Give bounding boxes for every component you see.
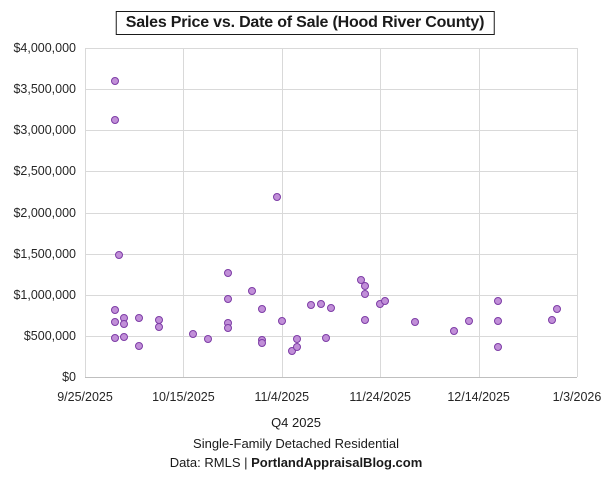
data-point <box>110 333 119 342</box>
y-gridline <box>85 212 577 214</box>
x-axis-title: Q4 2025 <box>271 415 321 430</box>
y-gridline <box>85 171 577 173</box>
data-point <box>322 333 331 342</box>
chart-subtitle: Single-Family Detached Residential <box>193 436 399 451</box>
data-point <box>223 294 232 303</box>
x-tick-label: 11/24/2025 <box>349 390 411 404</box>
data-point <box>361 281 370 290</box>
data-point <box>361 316 370 325</box>
y-gridline <box>85 377 577 378</box>
data-source-prefix: Data: RMLS | <box>169 455 252 470</box>
data-point <box>258 305 267 314</box>
data-point <box>292 334 301 343</box>
data-point <box>135 342 144 351</box>
data-point <box>548 315 557 324</box>
y-tick-label: $3,000,000 <box>13 123 76 138</box>
x-tick-label: 12/14/2025 <box>447 390 510 404</box>
chart-title: Sales Price vs. Date of Sale (Hood River… <box>115 11 495 35</box>
x-tick-label: 11/4/2025 <box>254 390 310 404</box>
data-point <box>120 319 129 328</box>
data-point <box>410 318 419 327</box>
y-tick-label: $2,500,000 <box>13 164 76 179</box>
y-gridline <box>85 294 577 296</box>
y-tick-label: $0 <box>62 370 76 384</box>
data-point <box>115 251 124 260</box>
y-gridline <box>85 253 577 255</box>
y-tick-label: $1,500,000 <box>13 246 76 261</box>
data-point <box>450 326 458 335</box>
x-tick-label: 9/25/2025 <box>57 390 113 404</box>
y-tick-label: $500,000 <box>23 328 76 343</box>
y-gridline <box>85 48 577 49</box>
x-gridline <box>85 48 86 377</box>
data-point <box>258 338 267 347</box>
data-point <box>381 296 390 305</box>
y-gridline <box>85 335 577 337</box>
data-point <box>110 116 119 125</box>
data-point <box>110 305 119 314</box>
x-tick-label: 10/15/2025 <box>152 390 215 404</box>
data-point <box>464 316 473 325</box>
x-gridline <box>380 48 382 377</box>
data-point <box>223 268 232 277</box>
data-point <box>327 303 335 312</box>
data-source-blog: PortlandAppraisalBlog.com <box>251 455 423 470</box>
y-tick-label: $3,500,000 <box>13 82 76 97</box>
data-point <box>307 301 316 310</box>
data-point <box>110 318 119 327</box>
data-point <box>135 314 144 323</box>
x-gridline <box>281 48 283 377</box>
data-point <box>494 296 503 305</box>
data-point <box>356 276 365 285</box>
data-point <box>110 76 119 85</box>
data-point <box>248 287 257 296</box>
x-gridline <box>577 48 578 377</box>
data-point <box>154 322 163 331</box>
data-point <box>494 343 503 352</box>
data-point <box>361 289 370 298</box>
y-tick-label: $2,000,000 <box>13 205 76 220</box>
data-point <box>204 335 212 344</box>
data-point <box>317 299 326 308</box>
data-point <box>292 343 301 352</box>
y-tick-label: $1,000,000 <box>13 287 76 302</box>
y-gridline <box>85 89 577 91</box>
x-gridline <box>478 48 480 377</box>
y-gridline <box>85 130 577 132</box>
data-point <box>277 316 286 325</box>
data-point <box>494 316 503 325</box>
y-tick-label: $4,000,000 <box>13 41 76 55</box>
data-source-line: Data: RMLS | PortlandAppraisalBlog.com <box>0 455 592 471</box>
data-point <box>553 305 562 314</box>
x-gridline <box>183 48 185 377</box>
data-point <box>189 330 198 339</box>
x-tick-label: 1/3/2026 <box>552 390 602 404</box>
data-point <box>223 323 232 332</box>
data-point <box>272 192 281 201</box>
data-point <box>120 332 129 341</box>
